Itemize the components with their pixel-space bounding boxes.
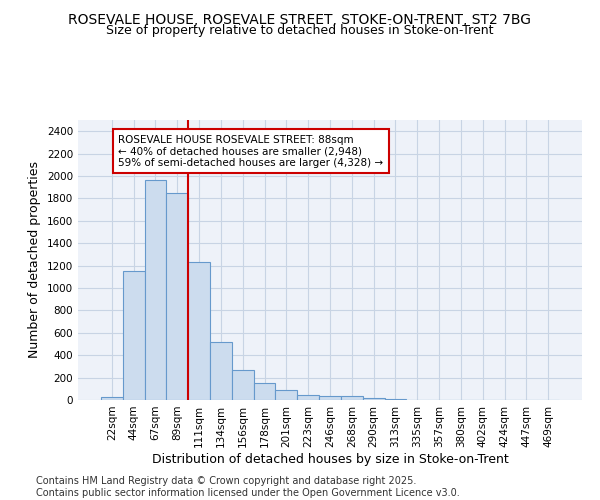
Bar [254, 383, 275, 400]
Bar [210, 342, 232, 400]
Text: ROSEVALE HOUSE, ROSEVALE STREET, STOKE-ON-TRENT, ST2 7BG: ROSEVALE HOUSE, ROSEVALE STREET, STOKE-O… [68, 12, 532, 26]
Bar [319, 396, 341, 400]
Bar [166, 194, 188, 400]
Y-axis label: Number of detached properties: Number of detached properties [28, 162, 41, 358]
Bar [145, 180, 166, 400]
Bar [123, 270, 145, 400]
Bar [341, 396, 363, 400]
Bar [297, 395, 319, 400]
Text: Size of property relative to detached houses in Stoke-on-Trent: Size of property relative to detached ho… [106, 24, 494, 37]
Text: Contains HM Land Registry data © Crown copyright and database right 2025.
Contai: Contains HM Land Registry data © Crown c… [36, 476, 460, 498]
Bar [101, 396, 123, 400]
Bar [188, 262, 210, 400]
Text: ROSEVALE HOUSE ROSEVALE STREET: 88sqm
← 40% of detached houses are smaller (2,94: ROSEVALE HOUSE ROSEVALE STREET: 88sqm ← … [118, 134, 383, 168]
Bar [232, 370, 254, 400]
X-axis label: Distribution of detached houses by size in Stoke-on-Trent: Distribution of detached houses by size … [152, 452, 508, 466]
Bar [275, 390, 297, 400]
Bar [363, 398, 385, 400]
